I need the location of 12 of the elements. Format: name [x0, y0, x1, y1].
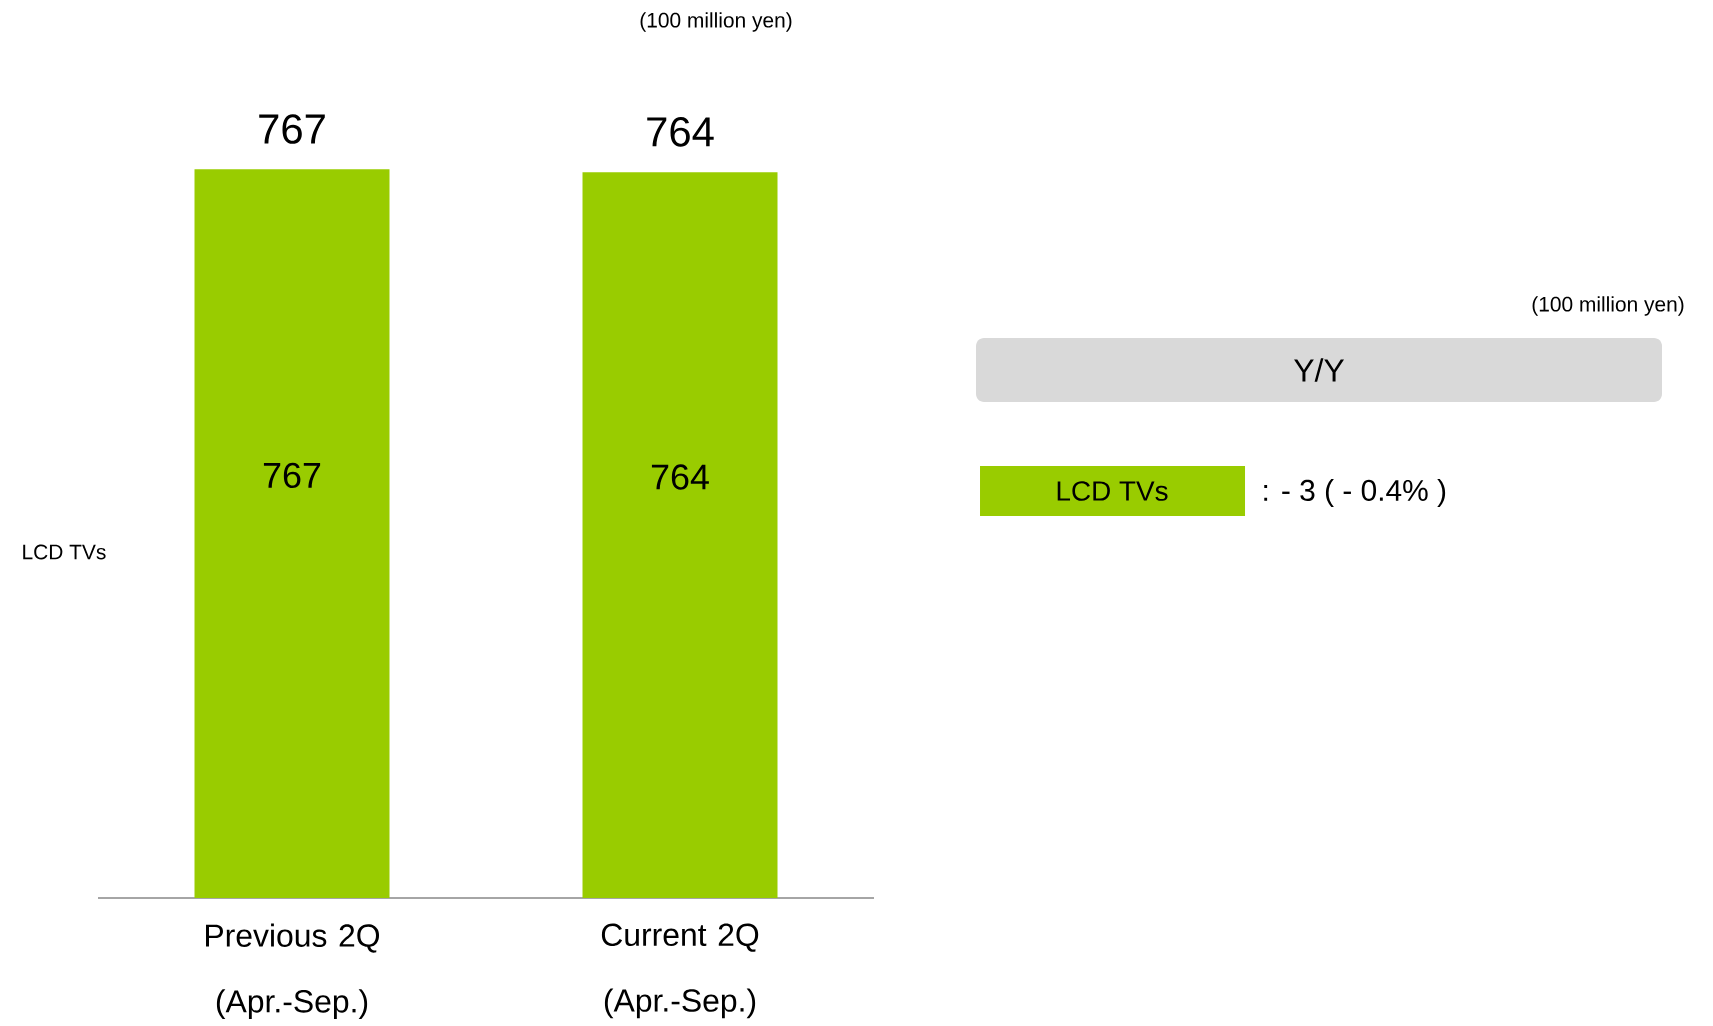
total-label: 764: [647, 117, 714, 147]
data-label: 767: [263, 462, 321, 489]
text: Y/Y: [1294, 358, 1345, 382]
data-label: 764: [651, 464, 709, 490]
x-tick-label: Previous 2Q (Apr.-Sep.): [206, 923, 380, 1019]
text: LCD TVs: [23, 544, 106, 560]
text: (100 million yen): [1532, 296, 1684, 316]
text: LCD TVs: [1057, 481, 1168, 501]
text: : - 3 ( - 0.4% ): [1264, 479, 1446, 507]
total-label: 767: [259, 114, 325, 144]
x-tick-label: Current 2Q (Apr.-Sep.): [601, 923, 759, 1019]
text: (100 million yen): [640, 12, 792, 32]
